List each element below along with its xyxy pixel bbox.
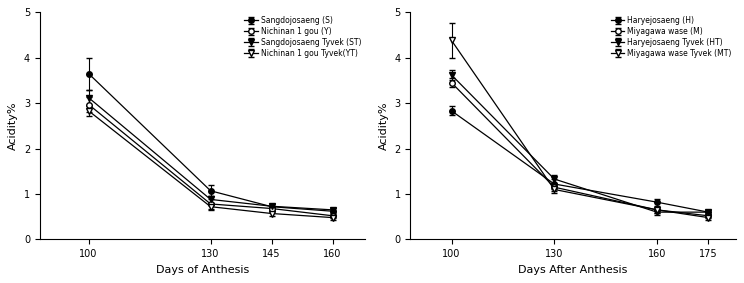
Y-axis label: Acidity%: Acidity% [8,102,19,150]
X-axis label: Days of Anthesis: Days of Anthesis [155,265,249,275]
Legend: Sangdojosaeng (S), Nichinan 1 gou (Y), Sangdojosaeng Tyvek (ST), Nichinan 1 gou : Sangdojosaeng (S), Nichinan 1 gou (Y), S… [243,15,363,59]
Y-axis label: Acidity%: Acidity% [379,102,389,150]
Legend: Haryejosaeng (H), Miyagawa wase (M), Haryejosaeng Tyvek (HT), Miyagawa wase Tyve: Haryejosaeng (H), Miyagawa wase (M), Har… [609,15,734,59]
X-axis label: Days After Anthesis: Days After Anthesis [519,265,628,275]
